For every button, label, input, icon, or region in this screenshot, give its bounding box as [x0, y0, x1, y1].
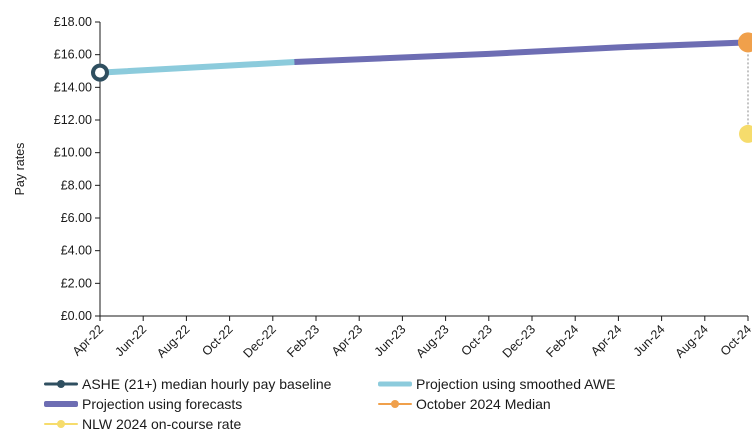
- x-tick-label: Jun-23: [372, 322, 409, 359]
- x-tick-label: Oct-23: [458, 322, 494, 358]
- y-axis-title: Pay rates: [13, 143, 27, 196]
- y-tick-label: £2.00: [61, 276, 92, 290]
- point-ashe-baseline: [91, 63, 109, 82]
- x-tick-label: Jun-24: [631, 322, 668, 359]
- x-tick-label: Oct-24: [718, 322, 752, 358]
- legend-swatch-ashe-baseline: [44, 377, 78, 391]
- x-tick-label: Apr-23: [329, 322, 365, 358]
- legend-item-forecasts: Projection using forecasts: [44, 396, 242, 412]
- legend-swatch-october-median: [378, 397, 412, 411]
- legend-item-nlw-rate: NLW 2024 on-course rate: [44, 416, 241, 432]
- x-tick-label: Dec-22: [241, 322, 279, 360]
- y-tick-label: £16.00: [54, 48, 92, 62]
- legend-swatch-smoothed-awe: [378, 377, 412, 391]
- y-tick-label: £14.00: [54, 80, 92, 94]
- line-chart: £0.00 £2.00 £4.00 £6.00 £8.00 £10.00 £12.00 £14…: [13, 15, 752, 361]
- point-nlw-rate: [739, 124, 752, 143]
- y-tick-label: £0.00: [61, 309, 92, 323]
- legend-swatch-nlw-rate: [44, 417, 78, 431]
- x-tick-label: Feb-23: [284, 322, 322, 360]
- legend-label-october-median: October 2024 Median: [416, 396, 551, 412]
- x-tick-label: Oct-22: [199, 322, 235, 358]
- legend-swatch-forecasts: [44, 397, 78, 411]
- chart-legend: ASHE (21+) median hourly pay baseline Pr…: [44, 376, 744, 438]
- y-tick-label: £4.00: [61, 244, 92, 258]
- x-tick-label: Apr-22: [70, 322, 106, 358]
- x-tick-label: Feb-24: [543, 322, 581, 360]
- point-october-median: [738, 32, 752, 53]
- legend-item-smoothed-awe: Projection using smoothed AWE: [378, 376, 615, 392]
- x-tick-label: Jun-22: [112, 322, 149, 359]
- x-tick-label: Aug-23: [413, 322, 451, 360]
- y-tick-label: £18.00: [54, 15, 92, 29]
- y-tick-label: £12.00: [54, 113, 92, 127]
- series-line-smoothed-awe: [97, 59, 298, 76]
- legend-label-forecasts: Projection using forecasts: [82, 396, 243, 412]
- x-tick-label: Aug-22: [154, 322, 192, 360]
- legend-item-ashe-baseline: ASHE (21+) median hourly pay baseline: [44, 376, 331, 392]
- legend-label-nlw-rate: NLW 2024 on-course rate: [82, 416, 242, 432]
- legend-item-october-median: October 2024 Median: [378, 396, 551, 412]
- series-line-forecasts: [294, 39, 749, 66]
- y-tick-label: £6.00: [61, 211, 92, 225]
- x-tick-label: Apr-24: [588, 322, 624, 358]
- y-tick-label: £10.00: [54, 146, 92, 160]
- x-tick-label: Dec-23: [500, 322, 538, 360]
- legend-label-smoothed-awe: Projection using smoothed AWE: [416, 376, 616, 392]
- legend-label-ashe-baseline: ASHE (21+) median hourly pay baseline: [82, 376, 332, 392]
- y-tick-label: £8.00: [61, 178, 92, 192]
- x-tick-label: Aug-24: [673, 322, 711, 360]
